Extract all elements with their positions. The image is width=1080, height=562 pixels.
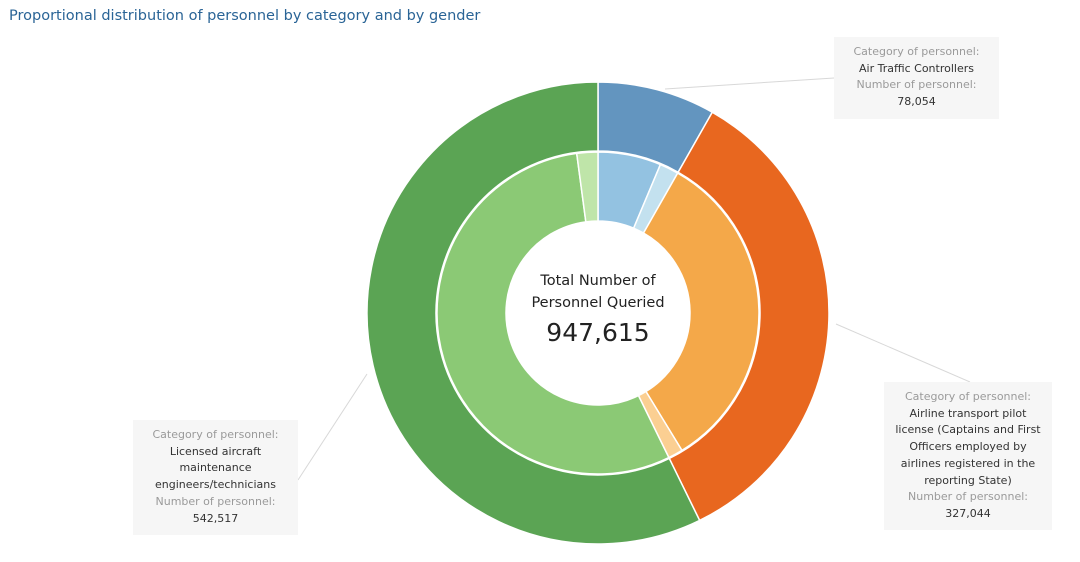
leader-line [835, 323, 971, 383]
leader-line [664, 77, 835, 90]
tooltip-category-label: Category of personnel: [853, 45, 980, 58]
tooltip-category-line: Officers employed by [909, 440, 1027, 454]
donut-hole [506, 221, 690, 405]
tooltip-category-line: Airline transport pilot [909, 406, 1027, 420]
tooltip-number: 78,054 [897, 95, 936, 109]
center-label: Total Number of Personnel Queried 947,61… [505, 270, 691, 347]
center-caption-line-2: Personnel Queried [531, 295, 665, 311]
outer-slice-licensed-aircraft-maintenance-engineers--2[interactable] [366, 81, 701, 545]
outer-ring [366, 81, 830, 545]
chart-title: Proportional distribution of personnel b… [9, 8, 481, 24]
leader-lines [297, 77, 971, 481]
tooltip-category-label: Category of personnel: [152, 428, 279, 441]
tooltip-category-line: Air Traffic Controllers [859, 61, 974, 75]
tooltip-category-label: Category of personnel: [904, 390, 1032, 403]
inner-ring [436, 151, 760, 475]
center-caption-line-1: Total Number of [540, 273, 656, 289]
leader-line [297, 373, 368, 481]
tooltip-maintenance-engineers: Category of personnel: Licensed aircraft… [133, 420, 298, 535]
tooltip-category-line: engineers/technicians [155, 478, 276, 492]
tooltip-airline-transport-pilot: Category of personnel: Airline transport… [884, 382, 1052, 530]
tooltip-category-line: airlines registered in the [900, 456, 1036, 470]
tooltip-number-label: Number of personnel: [856, 78, 977, 92]
tooltip-number: 542,517 [192, 511, 239, 525]
center-caption: Total Number of Personnel Queried [505, 270, 691, 314]
tooltip-number-label: Number of personnel: [155, 494, 276, 508]
tooltip-number: 327,044 [945, 506, 991, 520]
outer-slice-airline-transport-pilot-license-captains-1[interactable] [668, 111, 830, 522]
tooltip-category-line: maintenance [179, 461, 252, 475]
tooltip-category-line: license (Captains and First [895, 423, 1041, 437]
tooltip-category-line: Licensed aircraft [169, 444, 262, 458]
tooltip-category-line: reporting State) [924, 473, 1012, 487]
tooltip-number-label: Number of personnel: [908, 490, 1028, 504]
center-total: 947,615 [546, 318, 650, 347]
tooltip-air-traffic-controllers: Category of personnel: Air Traffic Contr… [834, 37, 999, 119]
